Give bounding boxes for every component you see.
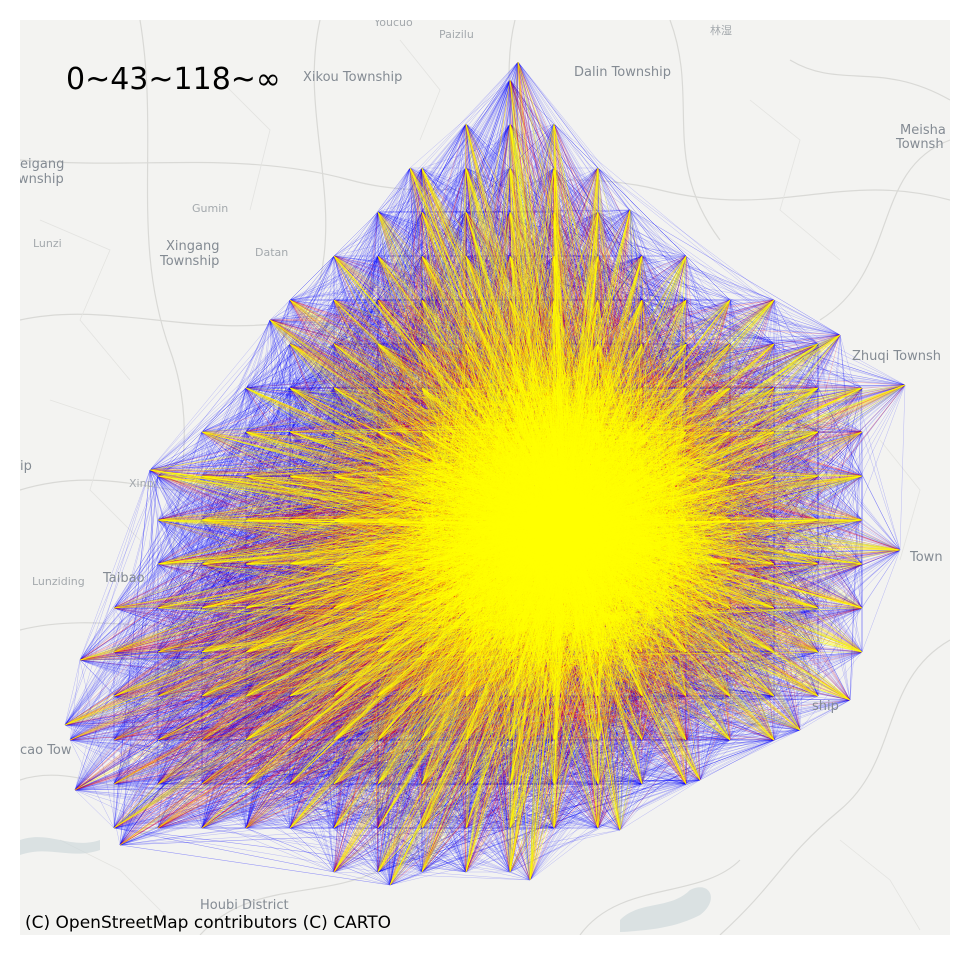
basemap-roads — [20, 20, 950, 935]
map-attribution: (C) OpenStreetMap contributors (C) CARTO — [25, 913, 392, 933]
place-label-ship: ship — [812, 699, 839, 714]
flow-core-high — [385, 345, 745, 705]
place-label-lunziding: Lunziding — [32, 575, 85, 588]
place-label-zhuqi: Zhuqi Townsh — [852, 349, 941, 364]
place-label-cao-town: cao Tow — [20, 743, 72, 758]
place-label-beigang-1: eigang — [20, 157, 65, 172]
place-label-ip: ip — [20, 459, 32, 474]
place-label-xikou: Xikou Township — [303, 70, 403, 85]
place-label-dalin: Dalin Township — [574, 65, 672, 80]
place-label-datan: Datan — [255, 246, 289, 259]
place-label-lunzi: Lunzi — [33, 237, 62, 250]
place-label-taibao: Taibao — [103, 571, 145, 586]
place-label-paizilu: Paizilu — [439, 28, 474, 41]
place-label-houbi: Houbi District — [200, 898, 289, 913]
place-label-town-right: Town — [910, 550, 943, 565]
map-frame[interactable]: Youcuo Paizilu 林湿 Xikou Township Dalin T… — [20, 20, 950, 935]
place-label-gumin: Gumin — [192, 202, 229, 215]
place-label-xingang-1: Xingang — [166, 239, 220, 254]
flow-class-legend: 0~43~118~∞ — [66, 62, 281, 97]
place-label-meisha-2: Townsh — [896, 137, 944, 152]
place-label-xingang-2: Township — [160, 254, 220, 269]
place-label-youcuo: Youcuo — [374, 20, 413, 29]
basemap-water — [20, 837, 711, 932]
basemap — [20, 20, 950, 935]
place-label-xinpi: Xinpi — [129, 477, 157, 490]
place-label-meisha-1: Meisha — [900, 123, 946, 138]
place-label-beigang-2: wnship — [20, 172, 64, 187]
od-flow-lines — [64, 61, 906, 886]
place-label-linzhuan: 林湿 — [710, 24, 732, 37]
